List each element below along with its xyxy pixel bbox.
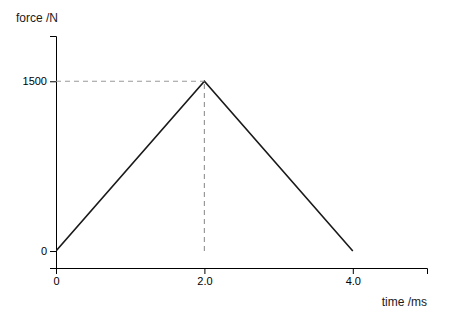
x-axis-title: time /ms	[382, 295, 427, 309]
x-axis: 0 2.0 4.0	[53, 268, 427, 287]
reference-line	[56, 81, 204, 82]
marks	[56, 81, 353, 251]
y-tick: 0	[41, 245, 56, 257]
x-tick: 2.0	[197, 268, 212, 287]
x-tick-label: 2.0	[197, 275, 212, 287]
y-tick-mark	[50, 251, 56, 252]
x-tick-mark	[353, 268, 354, 274]
series-line	[56, 81, 353, 251]
x-tick-mark	[204, 268, 205, 274]
y-tick-mark	[50, 81, 56, 82]
x-tick: 0	[53, 268, 59, 287]
y-tick-label: 1500	[23, 75, 47, 87]
y-axis-line	[50, 37, 57, 269]
y-tick-label: 0	[41, 245, 47, 257]
chart: 0 2.0 4.0 0 1500 force /N time /ms	[0, 0, 451, 316]
y-axis-title: force /N	[16, 11, 58, 25]
reference-line	[204, 81, 205, 251]
x-tick-label: 0	[53, 275, 59, 287]
y-axis: 0 1500	[23, 37, 57, 269]
x-axis-line	[57, 269, 428, 275]
x-tick: 4.0	[346, 268, 361, 287]
x-tick-label: 4.0	[346, 275, 361, 287]
plot: 0 2.0 4.0 0 1500	[23, 37, 428, 287]
y-tick: 1500	[23, 75, 56, 87]
